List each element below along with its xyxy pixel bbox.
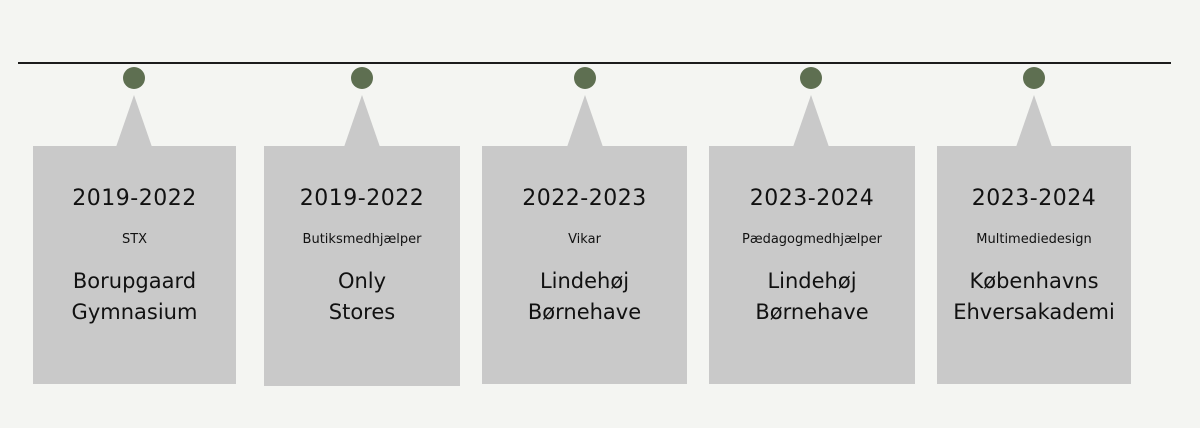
card-place-line1: Lindehøj bbox=[539, 269, 630, 293]
card-role: Vikar bbox=[568, 232, 601, 247]
card-role: STX bbox=[121, 232, 148, 247]
callout-pointer bbox=[567, 95, 603, 147]
card-place-line1: Only bbox=[337, 269, 387, 293]
card-place-line1: Borupgaard bbox=[72, 269, 197, 293]
card-place-line1: Lindehøj bbox=[767, 269, 857, 293]
timeline-dot bbox=[123, 67, 145, 89]
timeline-dot bbox=[351, 67, 373, 89]
timeline-dot bbox=[574, 67, 596, 89]
card-place: Lindehøj Børnehave bbox=[709, 266, 915, 328]
card-years: 2023-2024 bbox=[971, 186, 1097, 211]
callout-pointer bbox=[1016, 95, 1052, 147]
card-place: Only Stores bbox=[264, 266, 460, 328]
card-years: 2023-2024 bbox=[749, 186, 875, 211]
card-place: Københavns Ehversakademi bbox=[937, 266, 1131, 328]
timeline-line bbox=[18, 62, 1171, 64]
card-years: 2022-2023 bbox=[522, 186, 647, 211]
card-place-line2: Stores bbox=[328, 300, 396, 324]
timeline-card: 2019-2022 STX Borupgaard Gymnasium bbox=[33, 146, 236, 384]
callout-pointer bbox=[793, 95, 829, 147]
timeline-card: 2022-2023 Vikar Lindehøj Børnehave bbox=[482, 146, 687, 384]
card-place-line1: Københavns bbox=[969, 269, 1099, 293]
card-place-line2: Børnehave bbox=[755, 300, 869, 324]
card-years: 2019-2022 bbox=[299, 186, 425, 211]
timeline-card: 2019-2022 Butiksmedhjælper Only Stores bbox=[264, 146, 460, 386]
card-place: Borupgaard Gymnasium bbox=[33, 266, 236, 328]
callout-pointer bbox=[344, 95, 380, 147]
card-place-line2: Børnehave bbox=[527, 300, 642, 324]
card-years: 2019-2022 bbox=[72, 186, 197, 211]
card-place: Lindehøj Børnehave bbox=[482, 266, 687, 328]
callout-pointer bbox=[116, 95, 152, 147]
timeline-dot bbox=[800, 67, 822, 89]
card-place-line2: Ehversakademi bbox=[953, 300, 1115, 324]
card-place-line2: Gymnasium bbox=[71, 300, 198, 324]
card-role: Pædagogmedhjælper bbox=[741, 232, 883, 247]
card-role: Multimediedesign bbox=[976, 232, 1092, 247]
timeline-card: 2023-2024 Pædagogmedhjælper Lindehøj Bør… bbox=[709, 146, 915, 384]
timeline-dot bbox=[1023, 67, 1045, 89]
card-role: Butiksmedhjælper bbox=[302, 232, 422, 247]
timeline-card: 2023-2024 Multimediedesign Københavns Eh… bbox=[937, 146, 1131, 384]
